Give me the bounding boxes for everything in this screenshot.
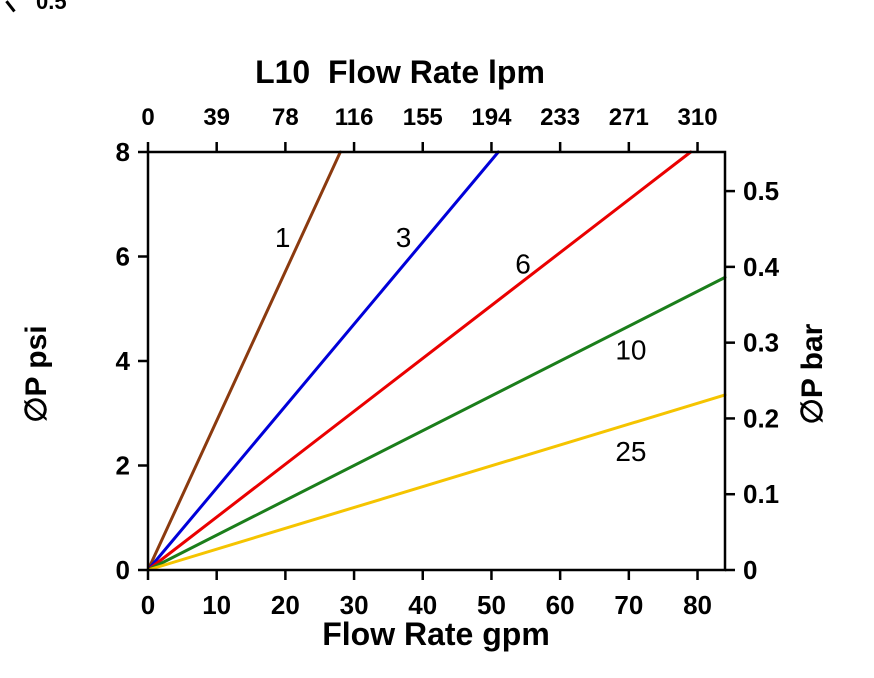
series-line-6 (146, 150, 693, 572)
series-line-10 (146, 275, 727, 572)
y-tick-label-left: 6 (116, 242, 130, 272)
corner-fragment: 0.5 (5, 0, 67, 15)
y-axis-label-left: ∅P psi (20, 325, 53, 423)
chart-title: L10 Flow Rate lpm (255, 54, 545, 90)
x-tick-label: 20 (271, 590, 300, 620)
y-tick-label-right: 0.3 (743, 328, 779, 358)
series-line-1 (146, 150, 342, 572)
x-tick-label: 70 (614, 590, 643, 620)
y-tick-label-right: 0.2 (743, 403, 779, 433)
series-label-25: 25 (615, 436, 646, 467)
series-line-25 (146, 393, 727, 572)
x-axis-label: Flow Rate gpm (322, 616, 550, 652)
y-tick-label-left: 8 (116, 137, 130, 167)
top-tick-label: 39 (203, 104, 230, 131)
y-tick-label-left: 0 (116, 555, 130, 585)
corner-fragment-text: 0.5 (36, 0, 67, 14)
top-tick-label: 155 (403, 104, 443, 131)
y-tick-label-right: 0.1 (743, 479, 779, 509)
series-line-3 (146, 150, 500, 572)
x-tick-label: 80 (683, 590, 712, 620)
top-tick-label: 78 (272, 104, 299, 131)
x-tick-label: 40 (408, 590, 437, 620)
top-tick-label: 116 (335, 104, 374, 131)
series-label-1: 1 (275, 222, 291, 253)
x-tick-label: 30 (340, 590, 369, 620)
y-tick-label-left: 2 (116, 451, 130, 481)
y-tick-label-right: 0.5 (743, 176, 779, 206)
top-tick-label: 310 (678, 104, 718, 131)
series-label-3: 3 (396, 222, 412, 253)
x-tick-label: 50 (477, 590, 506, 620)
series-label-10: 10 (615, 335, 646, 366)
series-label-6: 6 (515, 248, 531, 279)
y-axis-label-right: ∅P bar (796, 323, 829, 425)
y-tick-label-right: 0.4 (743, 252, 780, 282)
y-tick-label-right: 0 (743, 555, 757, 585)
x-tick-label: 0 (141, 590, 155, 620)
top-tick-label: 233 (540, 104, 580, 131)
x-tick-label: 10 (202, 590, 231, 620)
top-tick-label: 0 (141, 104, 154, 131)
top-tick-label: 271 (609, 104, 649, 131)
x-tick-label: 60 (546, 590, 575, 620)
top-tick-label: 194 (471, 104, 512, 131)
y-tick-label-left: 4 (116, 346, 131, 376)
